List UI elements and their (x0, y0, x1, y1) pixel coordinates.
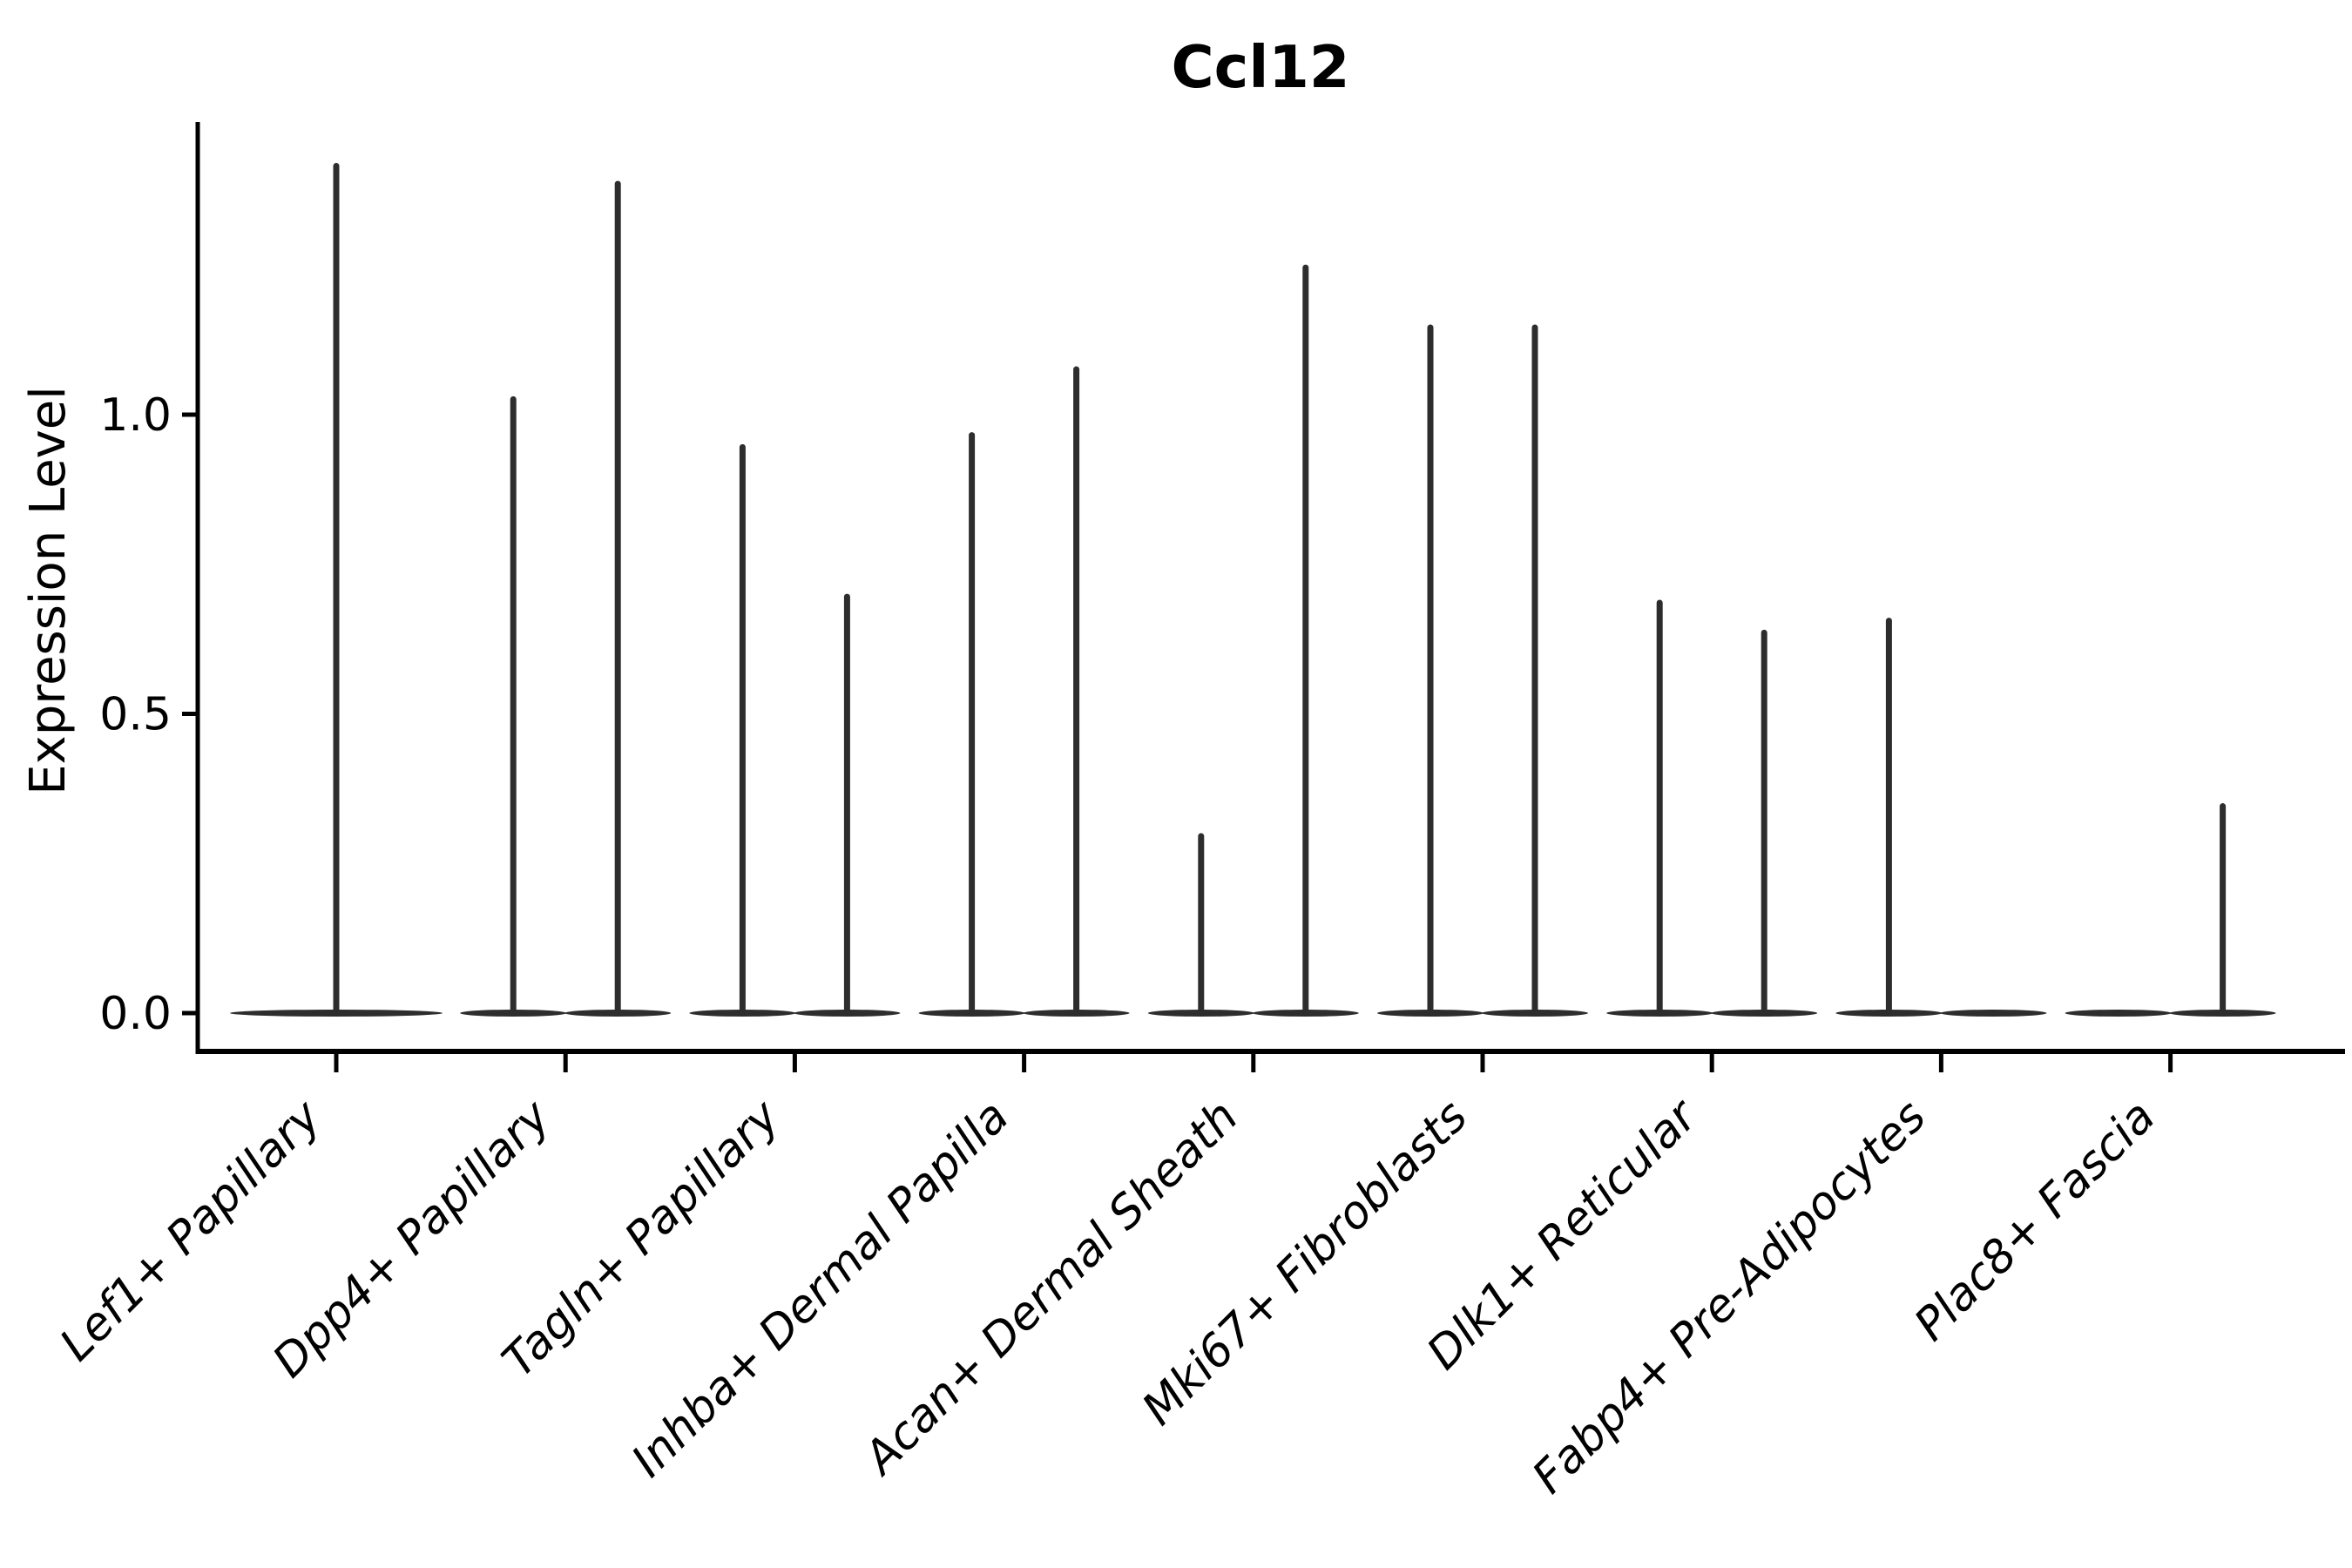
x-tick-label: Acan+ Dermal Sheath (853, 1091, 1248, 1486)
y-tick-label: 0.0 (99, 988, 172, 1040)
x-tick-label: Inhba+ Dermal Papilla (622, 1091, 1019, 1488)
violin-base (2065, 1010, 2172, 1017)
x-tick-label: Fabp4+ Pre-Adipocytes (1523, 1091, 1936, 1504)
chart-title: Ccl12 (1171, 33, 1349, 101)
y-tick-label: 1.0 (99, 389, 172, 442)
y-tick-label: 0.5 (99, 689, 172, 741)
violin-base (1940, 1010, 2047, 1017)
y-axis-label: Expression Level (20, 386, 77, 795)
x-tick-label: Plac8+ Fascia (1905, 1091, 2166, 1351)
